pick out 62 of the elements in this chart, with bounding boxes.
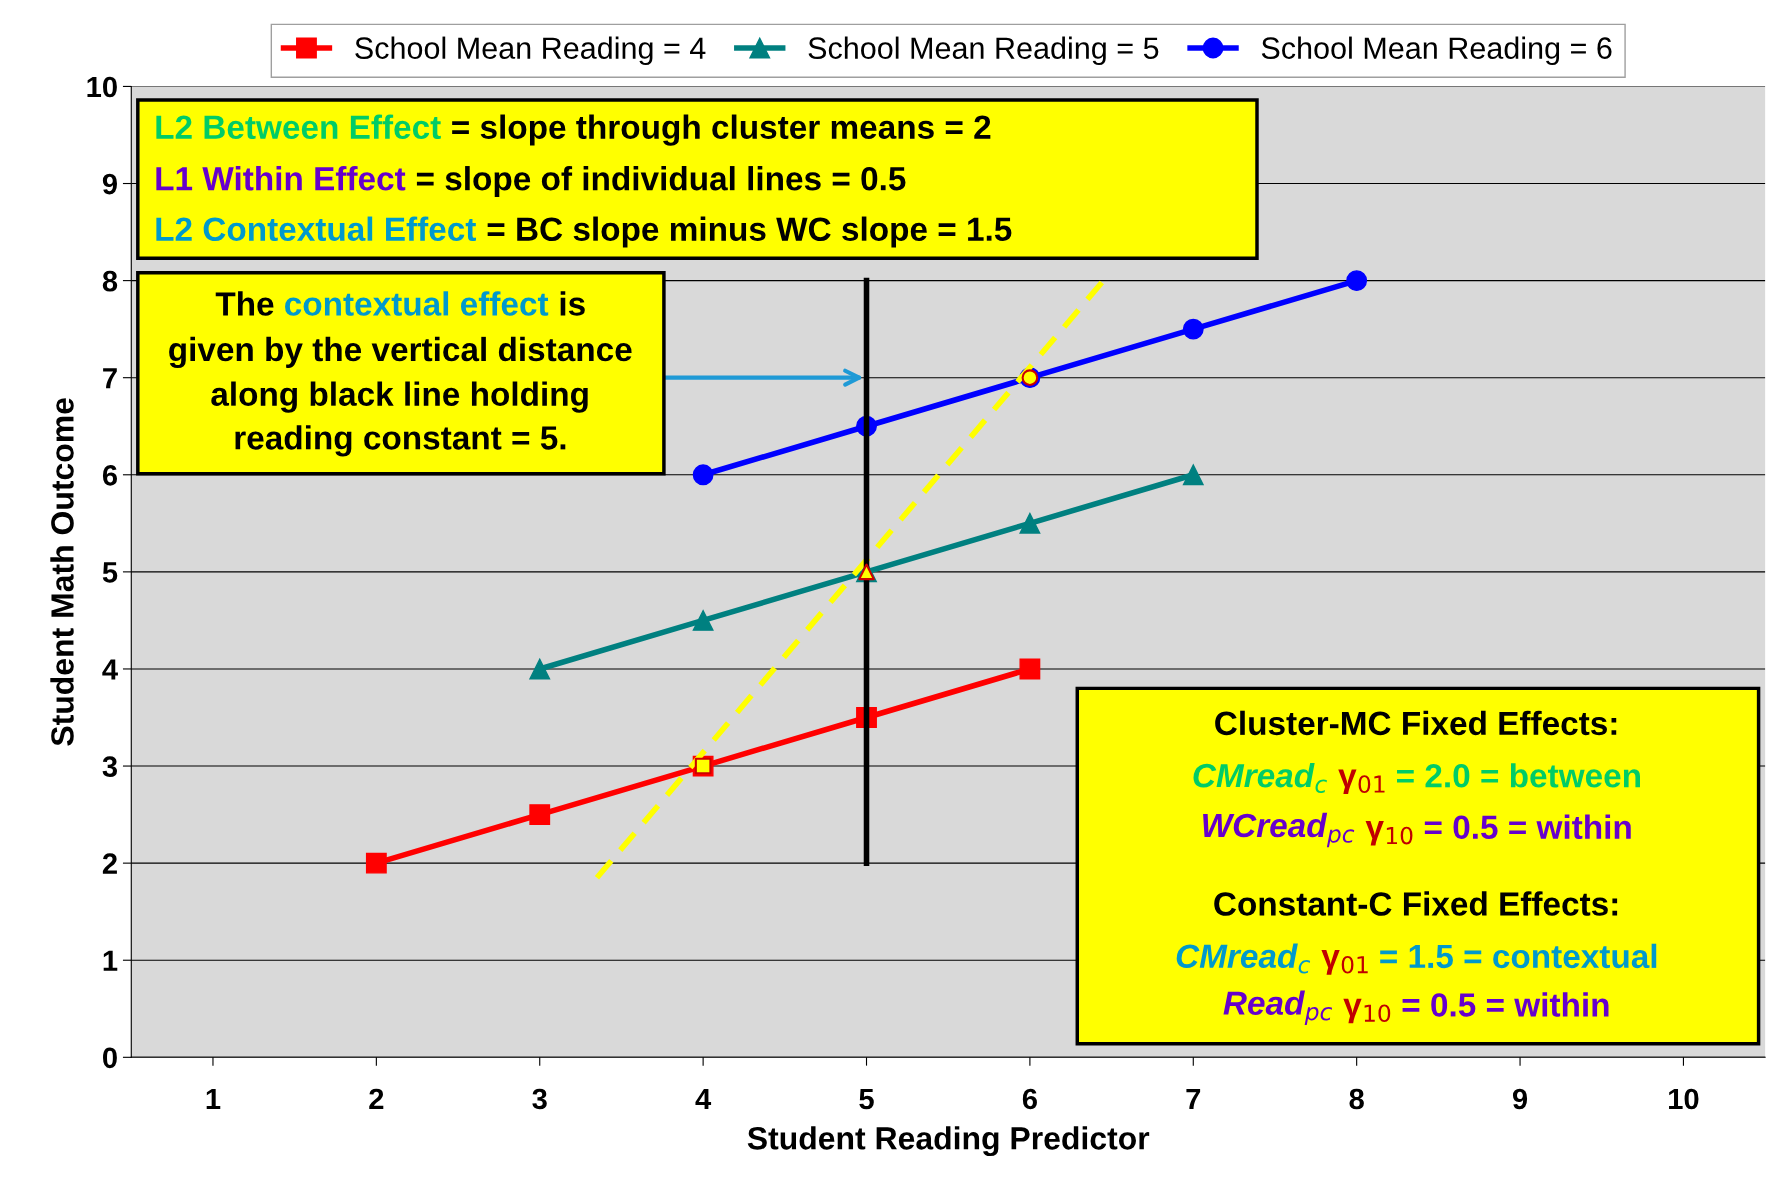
point bbox=[692, 464, 714, 486]
y-tick-label: 3 bbox=[102, 756, 118, 777]
y-tick-label: 8 bbox=[102, 270, 118, 292]
y-tick-label: 6 bbox=[102, 464, 118, 486]
point bbox=[1182, 318, 1204, 340]
annotation: L1 Within Effect bbox=[156, 166, 406, 191]
y-axis-title: Student Math Outcome bbox=[50, 398, 74, 746]
y-tick-label: 9 bbox=[102, 173, 117, 195]
x-tick-label: 6 bbox=[1022, 1088, 1037, 1110]
annotation: Constant-C Fixed Effects: bbox=[1214, 891, 1618, 916]
annotation: The bbox=[215, 291, 274, 316]
annotation: γ$_{10}$ bbox=[1365, 821, 1413, 846]
x-tick-label: 3 bbox=[532, 1088, 547, 1110]
point bbox=[1019, 512, 1041, 534]
point bbox=[1346, 270, 1368, 292]
annotation: L2 Between Effect bbox=[156, 114, 441, 140]
y-tick-label: 0 bbox=[103, 1047, 117, 1069]
annotation: WCread$_{pc}$ bbox=[1203, 812, 1355, 848]
legend-label: School Mean Reading = 5 bbox=[808, 36, 1159, 66]
point bbox=[529, 658, 551, 680]
annotation: reading constant = 5. bbox=[235, 425, 566, 457]
x-tick-label: 4 bbox=[695, 1088, 712, 1109]
annotation: given by the vertical distance bbox=[169, 336, 632, 369]
y-tick-label: 1 bbox=[103, 950, 118, 971]
y-tick-label: 5 bbox=[102, 562, 118, 583]
annotation: = 0.5 = within bbox=[1424, 814, 1631, 840]
point bbox=[1182, 464, 1204, 486]
x-tick-label: 10 bbox=[1669, 1088, 1699, 1110]
annotation: = 0.5 = within bbox=[1402, 992, 1609, 1017]
annotation: = 2.0 = between bbox=[1397, 763, 1640, 788]
legend-label: School Mean Reading = 6 bbox=[1261, 36, 1612, 66]
point bbox=[1019, 658, 1041, 680]
x-tick-label: 9 bbox=[1512, 1088, 1528, 1110]
y-tick-label: 2 bbox=[102, 853, 117, 874]
x-tick-label: 2 bbox=[369, 1088, 384, 1109]
annotation: CMread$_{c}$ bbox=[1176, 943, 1311, 974]
x-tick-label: 7 bbox=[1186, 1088, 1201, 1109]
annotation: is bbox=[560, 291, 585, 316]
annotation: γ$_{01}$ bbox=[1321, 950, 1368, 975]
y-tick-label: 10 bbox=[87, 76, 117, 98]
point bbox=[692, 609, 714, 631]
x-axis-title: Student Reading Predictor bbox=[747, 1126, 1150, 1157]
point bbox=[365, 852, 387, 874]
annotation: = 1.5 = contextual bbox=[1380, 943, 1657, 969]
annotation: along black line holding bbox=[211, 381, 588, 413]
annotation: L2 Contextual Effect bbox=[156, 216, 477, 242]
point bbox=[529, 804, 551, 826]
x-tick-label: 1 bbox=[206, 1088, 221, 1109]
annotation: = slope through cluster means = 2 bbox=[452, 114, 991, 146]
legend-label: School Mean Reading = 4 bbox=[355, 36, 706, 66]
annotation: γ$_{01}$ bbox=[1338, 769, 1385, 795]
y-tick-label: 7 bbox=[103, 368, 117, 389]
annotation: contextual effect bbox=[285, 291, 549, 316]
x-tick-label: 8 bbox=[1349, 1088, 1364, 1110]
annotation: Cluster-MC Fixed Effects: bbox=[1215, 710, 1617, 736]
annotation: = BC slope minus WC slope = 1.5 bbox=[487, 216, 1012, 248]
x-tick-label: 5 bbox=[859, 1088, 874, 1110]
annotation: CMread$_{c}$ bbox=[1193, 762, 1327, 793]
annotation: Read$_{pc}$ bbox=[1223, 990, 1333, 1025]
y-tick-label: 4 bbox=[102, 659, 118, 680]
annotation: = slope of individual lines = 0.5 bbox=[416, 166, 906, 198]
annotation: γ$_{10}$ bbox=[1343, 998, 1391, 1024]
